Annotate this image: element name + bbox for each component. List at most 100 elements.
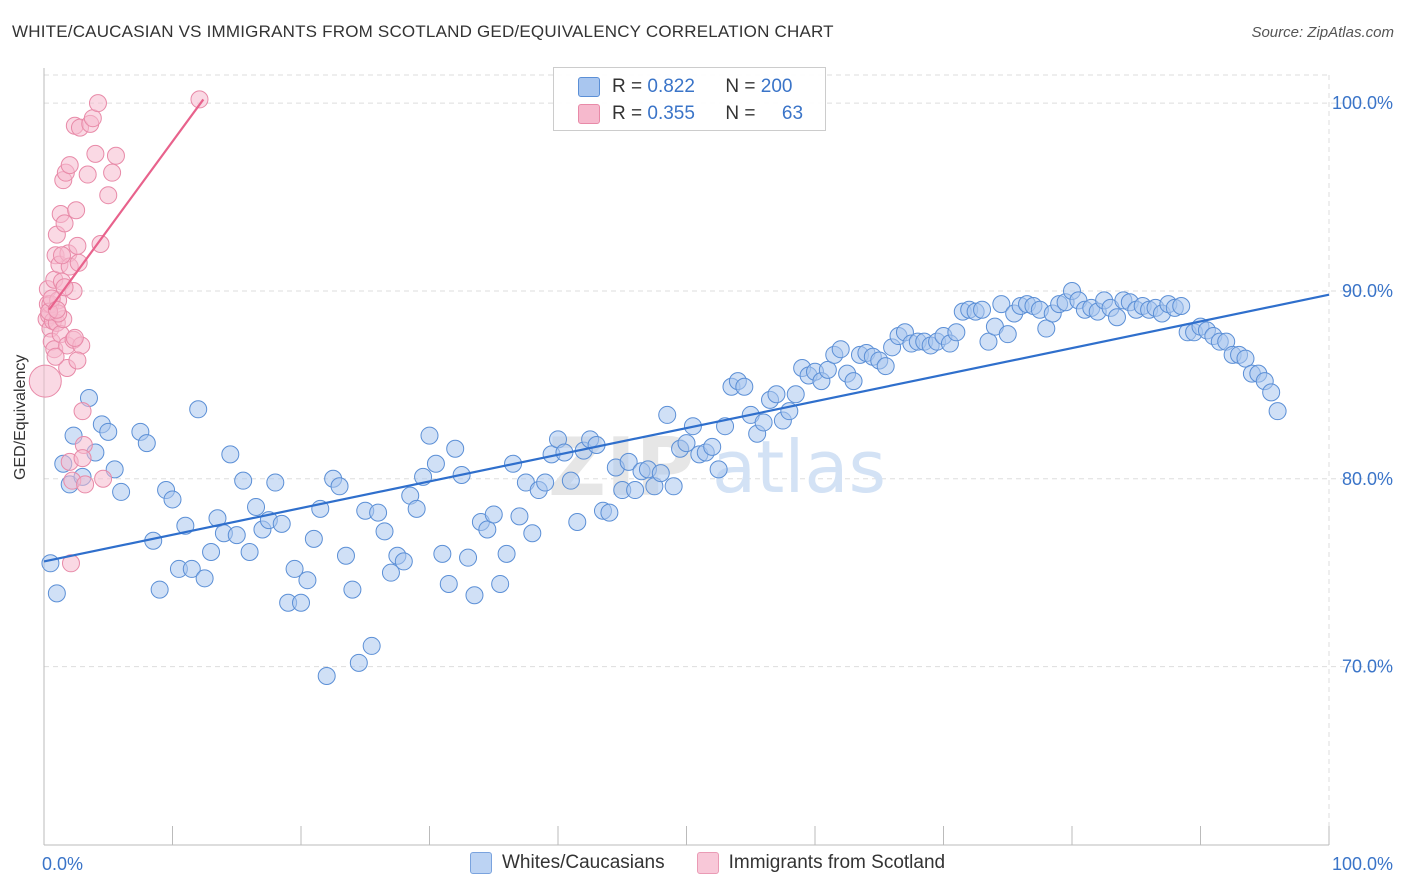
series-whites-points [41,281,1287,685]
data-point-scotland [60,156,79,175]
data-point-scotland [73,449,92,468]
data-point-whites [317,666,336,685]
legend-n-value: 200 [760,76,793,97]
data-point-whites [1037,319,1056,338]
data-point-whites [947,323,966,342]
data-point-scotland [67,201,86,220]
data-point-whites [426,454,445,473]
data-point-whites [336,546,355,565]
data-point-scotland [86,144,105,163]
correlation-legend: R = 0.822 N = 200 R = 0.355 N = 63 [553,67,826,131]
series-scotland-points [28,90,209,573]
legend-n-value: 63 [781,103,804,124]
data-point-whites [876,357,895,376]
watermark-atlas: atlas [712,425,886,509]
data-point-whites [677,434,696,453]
data-point-scotland [52,246,71,265]
data-point-whites [786,385,805,404]
legend-item-scotland: Immigrants from Scotland [696,852,945,874]
data-point-whites [247,497,266,516]
data-point-whites [1268,402,1287,421]
data-point-scotland [69,253,88,272]
data-point-whites [536,473,555,492]
data-point-whites [343,580,362,599]
data-point-whites [369,503,388,522]
data-point-whites [973,300,992,319]
y-tick-label: 70.0% [1342,657,1393,677]
data-point-scotland [47,300,66,319]
data-point-whites [484,505,503,524]
data-point-whites [208,509,227,528]
data-point-whites [47,584,66,603]
legend-row-whites: R = 0.822 N = 200 [578,76,792,98]
data-point-whites [362,636,381,655]
data-point-scotland [65,328,84,347]
data-point-whites [150,580,169,599]
legend-r-label: R = [612,103,643,124]
data-point-whites [99,422,118,441]
data-point-scotland [73,402,92,421]
legend-swatch-blue [578,77,600,97]
legend-swatch-pink [578,104,600,124]
legend-r-value: 0.355 [647,103,695,124]
data-point-whites [439,574,458,593]
data-point-scotland [99,186,118,205]
data-point-whites [381,563,400,582]
data-point-whites [1262,383,1281,402]
data-point-whites [182,559,201,578]
legend-n-label: N = [725,76,756,97]
chart-title: WHITE/CAUCASIAN VS IMMIGRANTS FROM SCOTL… [12,22,834,41]
data-point-whites [446,439,465,458]
data-point-scotland [88,94,107,113]
legend-r-value: 0.822 [647,76,695,97]
trend-lines [43,98,1330,563]
trend-line-scotland [48,98,205,311]
data-point-scotland [28,364,62,398]
legend-swatch-whites [470,852,492,874]
legend-swatch-scotland [696,852,719,874]
data-point-whites [478,520,497,539]
data-point-whites [112,482,131,501]
data-point-whites [831,340,850,359]
data-point-whites [330,477,349,496]
data-point-whites [979,332,998,351]
data-point-whites [709,460,728,479]
data-point-scotland [94,469,113,488]
data-point-whites [292,593,310,612]
data-point-whites [491,574,510,593]
data-point-whites [234,471,253,490]
x-tick-label: 100.0% [1332,854,1393,874]
data-point-whites [992,295,1011,314]
data-point-scotland [68,351,87,370]
tick-labels: 70.0% 80.0% 90.0% 100.0% 0.0% 100.0% [42,93,1393,874]
data-point-whites [844,372,863,391]
data-point-whites [298,571,317,590]
data-point-whites [189,400,208,419]
axes [43,68,1330,846]
legend-item-whites: Whites/Caucasians [470,852,665,874]
y-tick-label: 100.0% [1332,93,1393,113]
legend-r-label: R = [612,76,643,97]
data-point-scotland [91,235,110,254]
legend-n-label: N = [725,103,756,124]
data-point-whites [1172,297,1191,315]
data-point-whites [266,473,285,492]
data-point-whites [465,586,484,605]
data-point-whites [658,405,677,424]
y-tick-label: 80.0% [1342,469,1393,489]
data-point-scotland [103,163,122,182]
data-point-whites [195,569,214,588]
data-point-whites [285,559,304,578]
data-point-scotland [76,475,95,494]
data-point-whites [41,554,60,573]
data-point-whites [176,516,195,535]
data-point-whites [433,544,452,563]
data-point-whites [568,512,587,531]
data-point-whites [349,653,368,672]
data-point-whites [202,543,221,562]
data-point-whites [735,377,754,396]
data-point-whites [651,464,670,483]
data-point-whites [626,481,645,500]
data-point-scotland [68,236,87,255]
data-point-whites [459,548,478,567]
